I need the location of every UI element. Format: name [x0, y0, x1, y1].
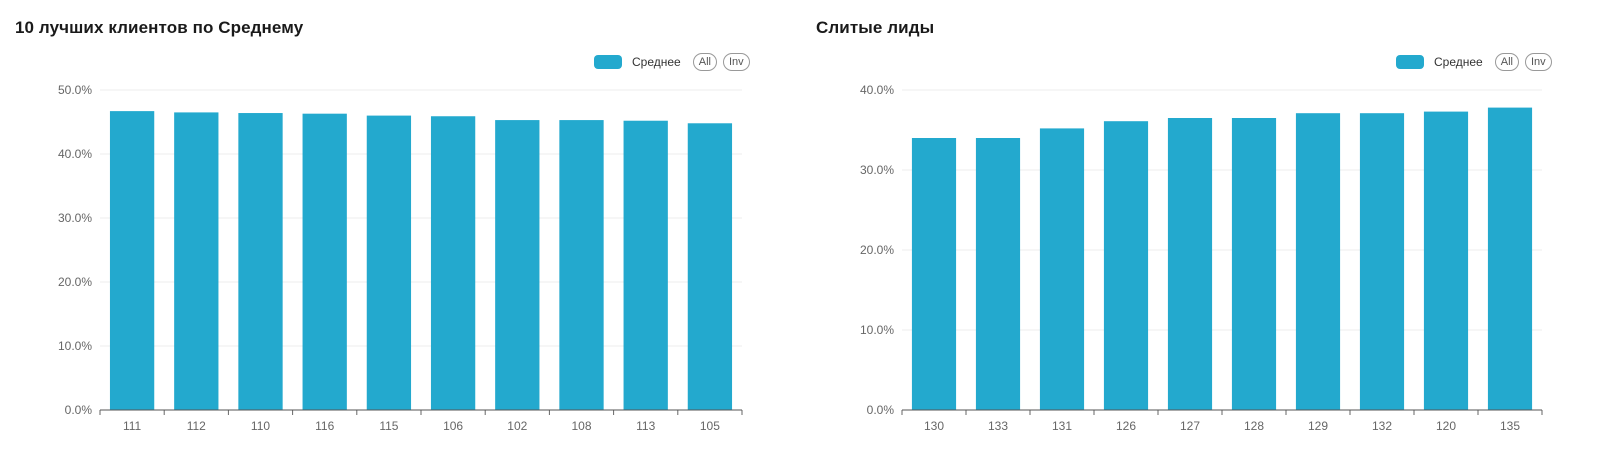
- legend-all-button[interactable]: All: [1494, 53, 1519, 71]
- y-tick-label: 50.0%: [58, 83, 92, 97]
- x-tick-label: 111: [123, 419, 142, 433]
- x-tick-label: 106: [443, 419, 463, 433]
- x-tick-label: 120: [1436, 419, 1456, 433]
- legend-series-label[interactable]: Среднее: [632, 55, 681, 69]
- x-tick-label: 126: [1116, 419, 1136, 433]
- x-tick-label: 131: [1052, 419, 1072, 433]
- y-tick-label: 0.0%: [867, 403, 895, 417]
- x-tick-label: 110: [251, 419, 270, 433]
- legend-swatch[interactable]: [594, 55, 622, 69]
- bar-128[interactable]: [1231, 118, 1277, 410]
- bar-108[interactable]: [559, 120, 604, 410]
- legend-inv-button[interactable]: Inv: [722, 53, 750, 71]
- y-tick-label: 0.0%: [65, 403, 93, 417]
- legend-series-label[interactable]: Среднее: [1434, 55, 1483, 69]
- bar-chart-lost-leads: 0.0% 10.0% 20.0% 30.0% 40.0% 130 133 131 126 127 1…: [860, 83, 1543, 433]
- bar-131[interactable]: [1039, 128, 1085, 410]
- legend-swatch[interactable]: [1396, 55, 1424, 69]
- bar-111[interactable]: [109, 111, 155, 411]
- bar-112[interactable]: [174, 112, 219, 411]
- x-tick-label: 112: [187, 419, 206, 433]
- y-tick-label: 40.0%: [58, 147, 92, 161]
- bar-129[interactable]: [1295, 113, 1341, 410]
- y-tick-label: 40.0%: [860, 83, 894, 97]
- bar-132[interactable]: [1359, 113, 1405, 410]
- bar-106[interactable]: [430, 116, 476, 411]
- x-tick-label: 113: [636, 419, 655, 433]
- y-tick-label: 30.0%: [58, 211, 92, 225]
- chart-legend: Среднее All Inv: [594, 52, 750, 72]
- x-tick-label: 130: [924, 419, 944, 433]
- x-tick-label: 128: [1244, 419, 1264, 433]
- x-tick-label: 132: [1372, 419, 1392, 433]
- legend-inv-button[interactable]: Inv: [1524, 53, 1552, 71]
- bar-105[interactable]: [687, 123, 733, 410]
- chart-legend: Среднее All Inv: [1396, 52, 1552, 72]
- bar-102[interactable]: [495, 120, 540, 410]
- bar-110[interactable]: [238, 113, 283, 410]
- bar-130[interactable]: [911, 138, 957, 410]
- chart-panel-lost-leads: 0.0% 10.0% 20.0% 30.0% 40.0% 130 133 131 126 127 1…: [800, 0, 1600, 461]
- y-tick-label: 20.0%: [860, 243, 894, 257]
- x-tick-label: 127: [1180, 419, 1200, 433]
- x-tick-label: 105: [700, 419, 720, 433]
- x-tick-label: 108: [571, 419, 591, 433]
- bar-chart-top-clients: 0.0% 10.0% 20.0% 30.0% 40.0% 50.0% 111 112 110 11…: [58, 83, 743, 433]
- y-tick-label: 10.0%: [58, 339, 92, 353]
- bar-115[interactable]: [366, 115, 412, 410]
- x-tick-label: 116: [315, 419, 334, 433]
- chart-panel-top-clients: 0.0% 10.0% 20.0% 30.0% 40.0% 50.0% 111 112 110 11…: [15, 18, 750, 433]
- y-tick-label: 20.0%: [58, 275, 92, 289]
- bar-116[interactable]: [302, 113, 347, 411]
- y-tick-label: 10.0%: [860, 323, 894, 337]
- x-tick-label: 115: [379, 419, 398, 433]
- x-tick-label: 133: [988, 419, 1008, 433]
- chart-title: Слитые лиды: [816, 18, 935, 37]
- bar-127[interactable]: [1167, 118, 1213, 410]
- bar-133[interactable]: [975, 138, 1021, 410]
- bar-113[interactable]: [623, 120, 668, 410]
- x-tick-label: 129: [1308, 419, 1328, 433]
- bar-120[interactable]: [1423, 111, 1469, 410]
- bar-135[interactable]: [1487, 107, 1533, 410]
- legend-all-button[interactable]: All: [692, 53, 717, 71]
- bar-126[interactable]: [1103, 121, 1149, 410]
- chart-title: 10 лучших клиентов по Среднему: [15, 18, 304, 37]
- y-tick-label: 30.0%: [860, 163, 894, 177]
- x-tick-label: 135: [1500, 419, 1520, 433]
- x-tick-label: 102: [507, 419, 527, 433]
